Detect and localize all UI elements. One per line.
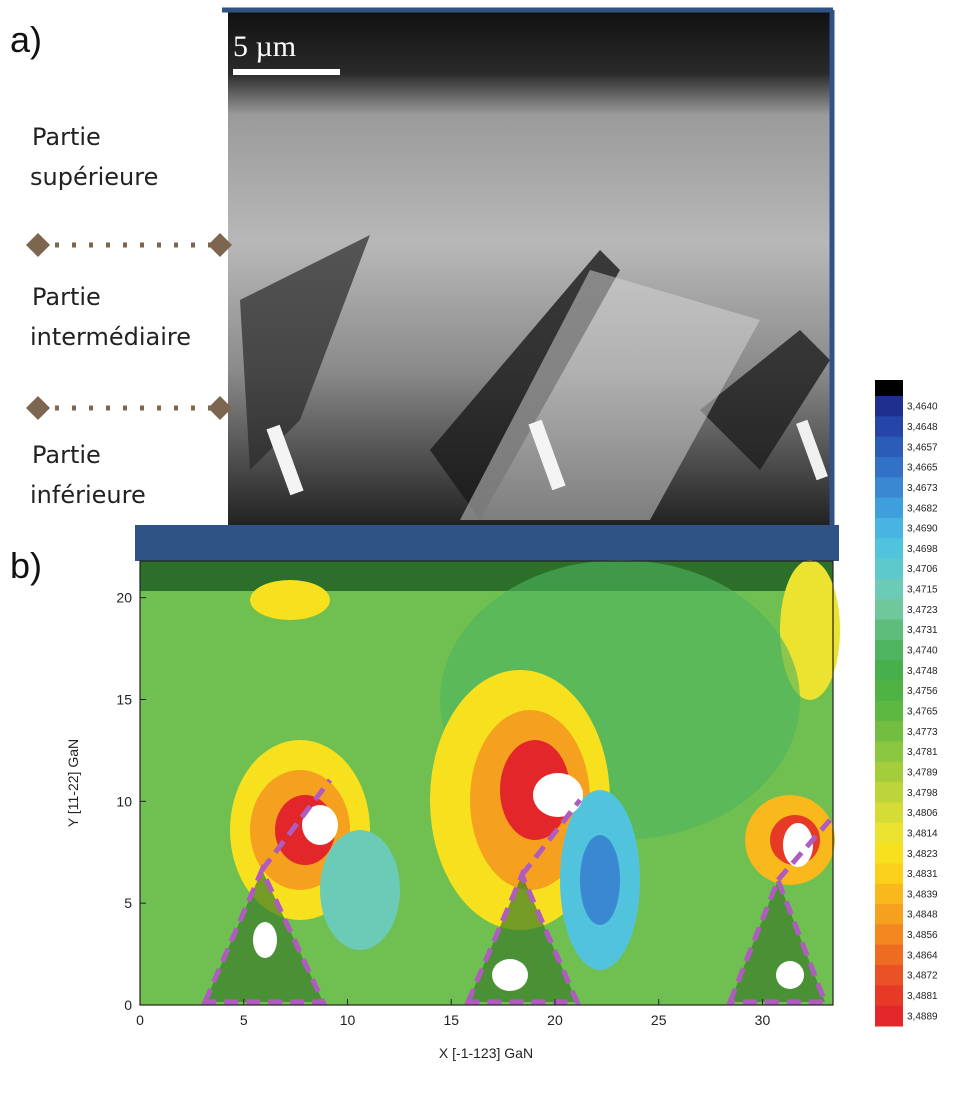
colorbar-label: 3,4673	[907, 483, 938, 494]
region-label: Partie	[32, 441, 101, 469]
colorbar-label: 3,4872	[907, 971, 938, 982]
colorbar-band	[875, 965, 903, 986]
colorbar-label: 3,4665	[907, 463, 938, 474]
colorbar-label: 3,4814	[907, 828, 938, 839]
colorbar-label: 3,4798	[907, 788, 938, 799]
colorbar-band	[875, 822, 903, 844]
colorbar-band	[875, 396, 903, 417]
colorbar-band	[875, 639, 903, 661]
y-tick-label: 10	[116, 793, 132, 809]
colorbar-label: 3,4715	[907, 585, 938, 596]
x-tick-label: 0	[136, 1012, 144, 1028]
colorbar-band	[875, 517, 903, 539]
micrograph	[135, 7, 839, 561]
x-axis-label: X [-1-123] GaN	[439, 1045, 533, 1061]
colorbar-label: 3,4831	[907, 869, 938, 880]
region-label: Partie	[32, 283, 101, 311]
region-label: inférieure	[30, 481, 146, 509]
x-tick-label: 20	[547, 1012, 563, 1028]
divider	[26, 233, 232, 420]
colorbar-band	[875, 619, 903, 641]
colorbar-band	[875, 700, 903, 722]
contour-map	[140, 560, 840, 1005]
colorbar-band	[875, 761, 903, 783]
x-tick-label: 5	[240, 1012, 248, 1028]
x-tick-label: 15	[443, 1012, 459, 1028]
colorbar-band	[875, 843, 903, 864]
colorbar-band	[875, 660, 903, 682]
colorbar-label: 3,4731	[907, 625, 938, 636]
colorbar-band	[875, 944, 903, 966]
colorbar-label: 3,4706	[907, 564, 938, 575]
colorbar-band	[875, 436, 903, 458]
colorbar-label: 3,4648	[907, 422, 938, 433]
y-axis-label: Y [11-22] GaN	[65, 739, 81, 827]
panel-label: b)	[10, 545, 42, 586]
colorbar-label: 3,4848	[907, 910, 938, 921]
colorbar-label: 3,4806	[907, 808, 938, 819]
x-tick-label: 25	[651, 1012, 667, 1028]
region-label: intermédiaire	[30, 323, 191, 351]
colorbar-label: 3,4756	[907, 686, 938, 697]
colorbar-label: 3,4640	[907, 402, 938, 413]
colorbar-label: 3,4740	[907, 646, 938, 657]
colorbar-band	[875, 558, 903, 580]
colorbar-band	[875, 599, 903, 621]
panel-label: a)	[10, 19, 42, 60]
colorbar-band	[875, 741, 903, 763]
scale-bar-label: 5 µm	[233, 30, 296, 63]
colorbar-label: 3,4889	[907, 1011, 938, 1022]
y-tick-label: 5	[124, 895, 132, 911]
colorbar-label: 3,4864	[907, 950, 938, 961]
colorbar-band	[875, 477, 903, 499]
colorbar-band	[875, 782, 903, 803]
region-label: supérieure	[30, 163, 158, 191]
colorbar-label: 3,4698	[907, 544, 938, 555]
colorbar-label: 3,4856	[907, 930, 938, 941]
x-tick-label: 30	[755, 1012, 771, 1028]
y-tick-label: 0	[124, 997, 132, 1013]
colorbar-band	[875, 904, 903, 925]
colorbar-label: 3,4839	[907, 889, 938, 900]
colorbar-band	[875, 802, 903, 824]
colorbar-band	[875, 863, 903, 885]
colorbar-top	[875, 380, 903, 396]
colorbar-band	[875, 578, 903, 600]
y-tick-label: 20	[116, 590, 132, 606]
colorbar-label: 3,4773	[907, 727, 938, 738]
colorbar-label: 3,4781	[907, 747, 938, 758]
colorbar-label: 3,4657	[907, 442, 938, 453]
colorbar-band	[875, 1005, 903, 1027]
colorbar-band	[875, 497, 903, 519]
x-tick-label: 10	[340, 1012, 356, 1028]
colorbar-label: 3,4823	[907, 849, 938, 860]
colorbar-band	[875, 456, 903, 478]
plot-frame	[139, 560, 834, 1006]
colorbar-label: 3,4682	[907, 503, 938, 514]
colorbar-band	[875, 924, 903, 946]
colorbar-label: 3,4748	[907, 666, 938, 677]
colorbar-label: 3,4789	[907, 767, 938, 778]
y-tick-label: 15	[116, 691, 132, 707]
colorbar-band	[875, 538, 903, 560]
colorbar-band	[875, 883, 903, 905]
colorbar-label: 3,4690	[907, 524, 938, 535]
colorbar-band	[875, 416, 903, 438]
colorbar-label: 3,4765	[907, 707, 938, 718]
region-label: Partie	[32, 123, 101, 151]
colorbar-band	[875, 721, 903, 742]
colorbar-band	[875, 985, 903, 1007]
colorbar-band	[875, 680, 903, 702]
colorbar-label: 3,4881	[907, 991, 938, 1002]
colorbar-label: 3,4723	[907, 605, 938, 616]
